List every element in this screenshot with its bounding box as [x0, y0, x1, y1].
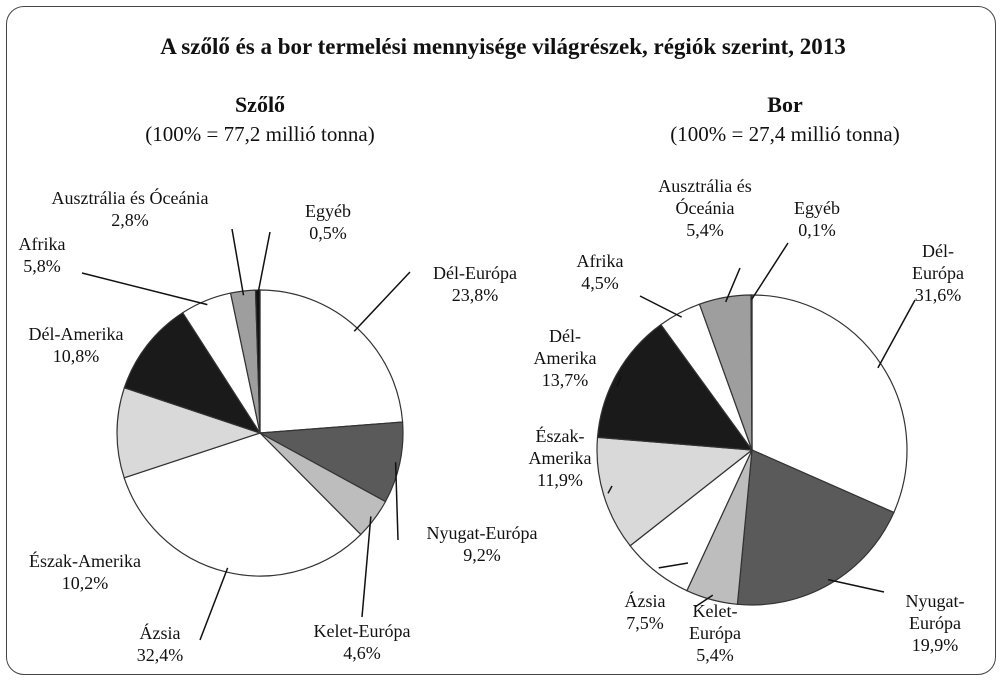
- pie-slice: [116, 387, 262, 479]
- value-label: 5,8%: [23, 256, 61, 276]
- leader-line: [231, 228, 245, 296]
- slice-label: Dél-Európa 23,8%: [400, 262, 550, 306]
- leader-line: [394, 462, 399, 541]
- pie-title: Szőlő: [234, 92, 286, 117]
- pie-title: Bor: [767, 92, 803, 117]
- slice-label: Nyugat-Európa 19,9%: [890, 590, 980, 656]
- value-label: 31,6%: [914, 285, 962, 305]
- slice-label: Nyugat-Európa 9,2%: [402, 522, 562, 566]
- pie-slice: [259, 289, 404, 434]
- value-label: 2,8%: [111, 210, 149, 230]
- value-label: 11,9%: [537, 470, 583, 490]
- pie-subtitle: (100% = 27,4 millió tonna): [670, 122, 900, 146]
- category-label: Ausztrália és Óceánia: [51, 188, 209, 208]
- value-label: 19,9%: [911, 635, 959, 655]
- slice-label: Kelet-Európa 5,4%: [680, 600, 750, 666]
- slice-label: Ázsia 32,4%: [120, 622, 200, 666]
- leader-line: [616, 376, 622, 388]
- value-label: 23,8%: [451, 285, 499, 305]
- value-label: 0,1%: [798, 220, 836, 240]
- value-label: 4,6%: [343, 643, 381, 663]
- slice-label: Észak-Amerika 11,9%: [515, 425, 605, 491]
- category-label: Egyéb: [305, 201, 351, 221]
- value-label: 0,5%: [309, 223, 347, 243]
- leader-line: [724, 267, 741, 303]
- pie-slice: [123, 311, 262, 435]
- value-label: 10,2%: [61, 573, 109, 593]
- leader-line: [877, 299, 916, 369]
- pie-slice: [751, 294, 908, 514]
- slice-label: Dél-Amerika 13,7%: [525, 325, 605, 391]
- category-label: Kelet-Európa: [313, 621, 411, 641]
- pie-slice: [750, 294, 753, 451]
- category-label: Ázsia: [624, 591, 666, 611]
- category-label: Dél-Európa: [912, 241, 964, 283]
- frame: [6, 6, 996, 675]
- leader-line: [257, 231, 271, 295]
- pie-slice: [596, 436, 754, 547]
- value-label: 13,7%: [541, 370, 589, 390]
- leader-line: [361, 516, 372, 618]
- slice-label: Kelet-Európa 4,6%: [287, 620, 437, 664]
- slice-label: Ausztrália és Óceánia 2,8%: [20, 187, 240, 231]
- slice-label: Ausztrália és Óceánia 5,4%: [650, 175, 760, 241]
- value-label: 32,4%: [136, 645, 184, 665]
- slice-label: Dél-Amerika 10,8%: [0, 323, 156, 367]
- leader-line: [639, 295, 682, 318]
- slice-label: Észak-Amerika 10,2%: [5, 550, 165, 594]
- value-label: 10,8%: [52, 346, 100, 366]
- category-label: Afrika: [18, 234, 66, 254]
- leader-line: [694, 594, 714, 608]
- category-label: Dél-Európa: [433, 263, 517, 283]
- pie-slice: [736, 449, 895, 606]
- slice-label: Egyéb 0,5%: [288, 200, 368, 244]
- slice-label: Ázsia 7,5%: [615, 590, 675, 634]
- category-label: Dél-Amerika: [533, 326, 597, 368]
- category-label: Kelet-Európa: [689, 601, 741, 643]
- value-label: 5,4%: [696, 645, 734, 665]
- leader-line: [658, 562, 689, 569]
- category-label: Észak-Amerika: [528, 426, 592, 468]
- leader-line: [81, 272, 208, 306]
- category-label: Észak-Amerika: [29, 551, 141, 571]
- category-label: Ázsia: [139, 623, 181, 643]
- pie-slice: [596, 323, 754, 451]
- pie-slice: [257, 421, 404, 503]
- category-label: Ausztrália és Óceánia: [658, 176, 752, 218]
- page-title: A szőlő és a bor termelési mennyisége vi…: [160, 34, 846, 59]
- leader-line: [199, 567, 229, 641]
- value-label: 4,5%: [581, 273, 619, 293]
- category-label: Dél-Amerika: [28, 324, 124, 344]
- leader-line: [750, 242, 789, 301]
- slice-label: Dél-Európa 31,6%: [903, 240, 973, 306]
- leader-line: [827, 578, 885, 593]
- category-label: Afrika: [576, 251, 624, 271]
- pie-slice: [254, 289, 261, 434]
- category-label: Egyéb: [794, 198, 840, 218]
- leader-line: [607, 485, 613, 494]
- value-label: 5,4%: [686, 220, 724, 240]
- slice-label: Afrika 5,8%: [2, 233, 82, 277]
- slice-label: Afrika 4,5%: [570, 250, 630, 294]
- category-label: Nyugat-Európa: [426, 523, 538, 543]
- value-label: 7,5%: [626, 613, 664, 633]
- leader-line: [353, 271, 411, 332]
- pie-subtitle: (100% = 77,2 millió tonna): [145, 122, 375, 146]
- category-label: Nyugat-Európa: [905, 591, 965, 633]
- slice-label: Egyéb 0,1%: [787, 197, 847, 241]
- value-label: 9,2%: [463, 545, 501, 565]
